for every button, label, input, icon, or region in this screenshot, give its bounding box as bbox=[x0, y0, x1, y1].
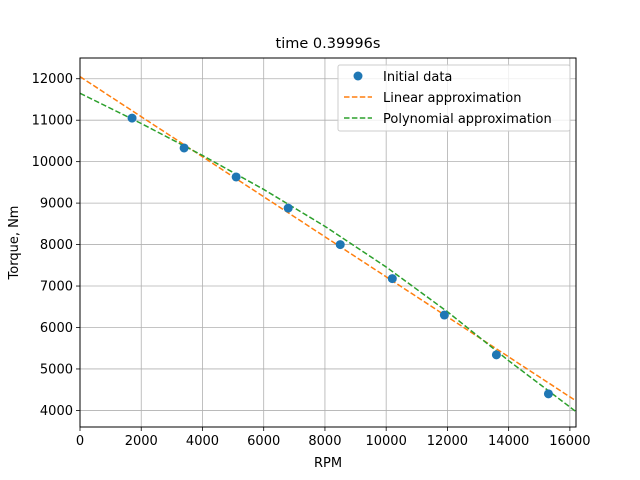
series-line-polynomial-approximation bbox=[79, 92, 577, 413]
x-tick-label: 10000 bbox=[365, 434, 406, 449]
data-point bbox=[335, 240, 345, 250]
x-tick-label: 6000 bbox=[247, 434, 280, 449]
x-tick-label: 12000 bbox=[427, 434, 468, 449]
y-tick-label: 10000 bbox=[32, 155, 73, 170]
data-point bbox=[543, 389, 553, 399]
x-tick-label: 4000 bbox=[186, 434, 219, 449]
y-tick-label: 11000 bbox=[32, 114, 73, 129]
x-tick-label: 2000 bbox=[125, 434, 158, 449]
data-point bbox=[127, 113, 137, 123]
y-tick-label: 8000 bbox=[40, 238, 73, 253]
legend-label-polynomial-approximation: Polynomial approximation bbox=[383, 112, 552, 127]
data-point bbox=[491, 350, 501, 360]
x-axis-label: RPM bbox=[314, 456, 342, 471]
legend-label-initial-data: Initial data bbox=[383, 70, 452, 85]
x-tick-label: 8000 bbox=[308, 434, 341, 449]
series-layer bbox=[79, 76, 577, 413]
y-axis-label: Torque, Nm bbox=[7, 206, 22, 281]
x-tick-label: 16000 bbox=[549, 434, 590, 449]
y-tick-label: 7000 bbox=[40, 280, 73, 295]
data-point bbox=[387, 274, 397, 284]
data-point bbox=[283, 203, 293, 213]
data-point bbox=[179, 143, 189, 153]
legend-box bbox=[337, 64, 571, 132]
legend: Initial data Linear approximation Polyno… bbox=[337, 64, 571, 132]
y-tick-label: 4000 bbox=[40, 404, 73, 419]
y-tick-label: 12000 bbox=[32, 72, 73, 87]
plot-area-frame bbox=[79, 57, 577, 428]
y-tick-label: 9000 bbox=[40, 197, 73, 212]
x-tick-label: 0 bbox=[76, 434, 84, 449]
x-tick-label: 14000 bbox=[488, 434, 529, 449]
y-tick-label: 5000 bbox=[40, 362, 73, 377]
chart-title: time 0.39996s bbox=[276, 36, 381, 52]
series-line-linear-approximation bbox=[79, 76, 577, 402]
tick-layer: 0 2000 4000 6000 8000 10000 12000 14000 16000 400… bbox=[32, 72, 591, 449]
y-tick-label: 6000 bbox=[40, 321, 73, 336]
legend-label-linear-approximation: Linear approximation bbox=[383, 91, 521, 106]
legend-marker-initial-data bbox=[353, 71, 363, 81]
data-point bbox=[231, 172, 241, 182]
data-point bbox=[439, 310, 449, 320]
